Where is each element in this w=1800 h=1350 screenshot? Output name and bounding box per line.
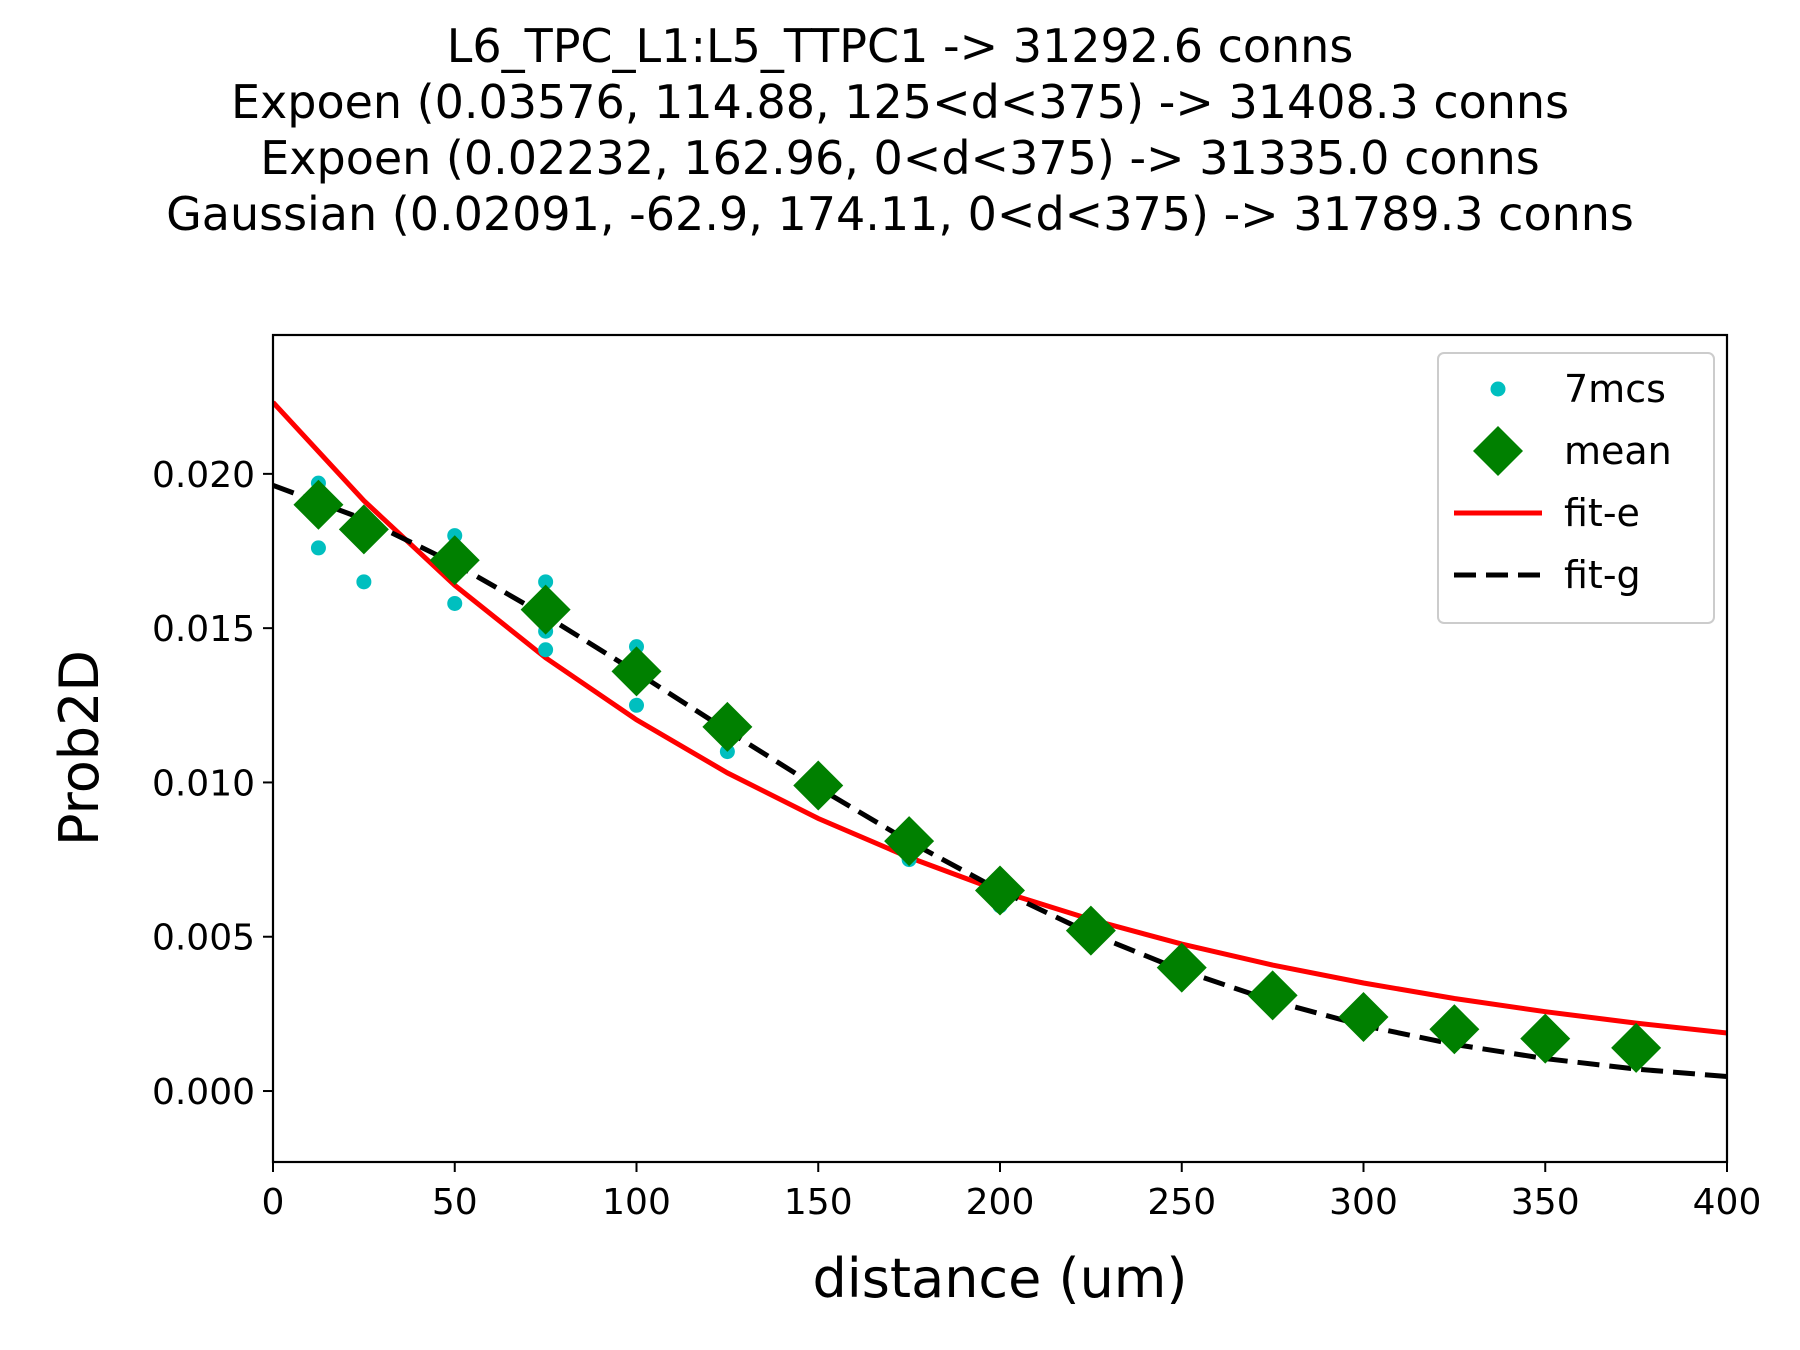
data-point — [356, 574, 372, 590]
legend-box — [1437, 352, 1715, 624]
series-mean — [293, 479, 1662, 1073]
x-tick-label: 200 — [966, 1182, 1035, 1223]
legend-label: fit-g — [1564, 553, 1641, 597]
mean-marker — [1611, 1022, 1662, 1073]
x-tick-label: 150 — [784, 1182, 853, 1223]
y-axis: 0.000 0.005 0.010 0.015 0.020 — [152, 455, 273, 1113]
x-tick-label: 250 — [1147, 1182, 1216, 1223]
x-tick-label: 300 — [1329, 1182, 1398, 1223]
chart-title: L6_TPC_L1:L5_TTPC1 -> 31292.6 conns Expo… — [0, 18, 1800, 242]
y-axis-label: Prob2D — [48, 650, 111, 846]
mean-marker — [1156, 942, 1207, 993]
legend-label: mean — [1564, 429, 1672, 473]
data-point — [629, 697, 644, 713]
y-tick-label: 0.020 — [152, 455, 255, 496]
y-tick-label: 0.000 — [152, 1072, 255, 1113]
mean-marker — [520, 584, 571, 635]
legend-item-fit-g: fit-g — [1454, 553, 1641, 597]
mean-marker — [293, 479, 344, 530]
legend-label: fit-e — [1564, 491, 1640, 535]
mean-marker — [1429, 1004, 1480, 1055]
mean-marker — [1520, 1013, 1571, 1064]
mean-marker — [975, 865, 1025, 916]
mean-marker — [1247, 970, 1298, 1021]
x-tick-label: 50 — [432, 1182, 478, 1223]
data-point — [447, 595, 463, 611]
x-tick-label: 400 — [1693, 1182, 1762, 1223]
y-tick-label: 0.005 — [152, 918, 255, 959]
mean-marker — [429, 535, 480, 586]
legend-item-mean: mean — [1473, 426, 1672, 476]
data-point — [538, 574, 554, 590]
data-point — [310, 540, 326, 556]
title-line-2: Expoen (0.03576, 114.88, 125<d<375) -> 3… — [230, 75, 1570, 129]
x-tick-label: 0 — [262, 1182, 285, 1223]
legend-label: 7mcs — [1564, 367, 1666, 411]
mean-marker — [1338, 991, 1389, 1042]
x-axis: 0 50 100 150 200 250 300 350 400 — [262, 1162, 1762, 1223]
title-line-1: L6_TPC_L1:L5_TTPC1 -> 31292.6 conns — [446, 19, 1354, 73]
title-line-4: Gaussian (0.02091, -62.9, 174.11, 0<d<37… — [166, 187, 1634, 241]
x-tick-label: 100 — [602, 1182, 671, 1223]
mean-marker — [338, 504, 389, 555]
legend-marker — [1473, 426, 1523, 476]
x-axis-label: distance (um) — [813, 1247, 1188, 1310]
legend-item-fit-e: fit-e — [1454, 491, 1640, 535]
data-point — [538, 642, 554, 658]
mean-marker — [793, 760, 844, 811]
legend-item-7mcs: 7mcs — [1490, 367, 1666, 411]
y-tick-label: 0.015 — [152, 609, 255, 650]
mean-marker — [702, 701, 753, 752]
x-tick-label: 350 — [1511, 1182, 1580, 1223]
legend: 7mcs mean fit-e fit-g — [1437, 352, 1715, 624]
y-tick-label: 0.010 — [152, 763, 255, 804]
legend-marker — [1490, 381, 1506, 397]
mean-marker — [1065, 905, 1116, 956]
mean-marker — [884, 816, 935, 867]
series-layer — [273, 400, 1727, 1079]
mean-marker — [611, 646, 662, 697]
title-line-3: Expoen (0.02232, 162.96, 0<d<375) -> 313… — [260, 131, 1540, 185]
